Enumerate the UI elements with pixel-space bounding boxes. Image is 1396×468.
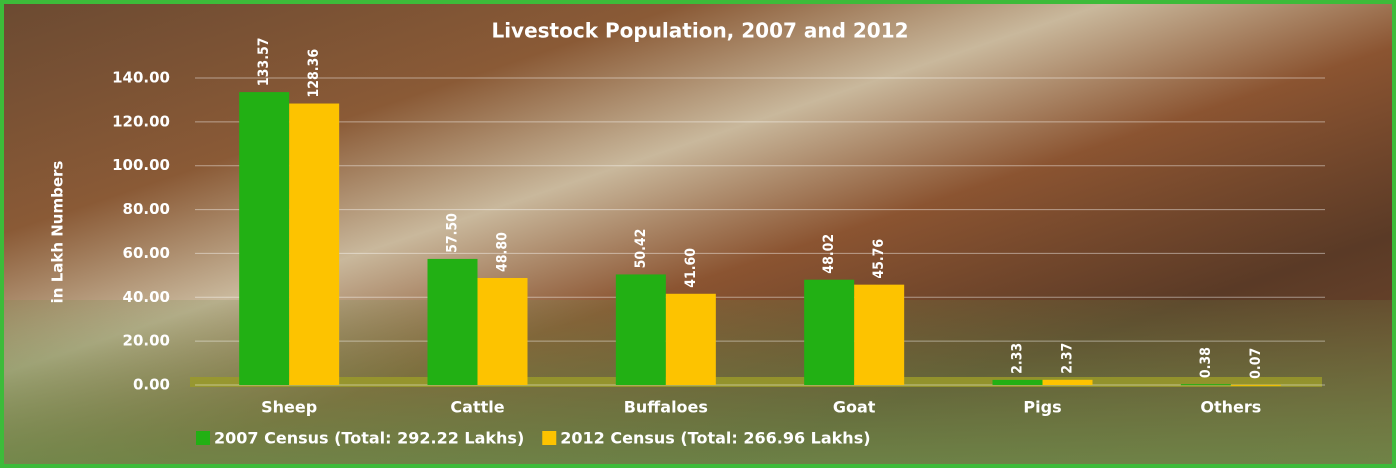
y-tick-label: 80.00 — [123, 200, 170, 218]
x-tick-label: Sheep — [261, 398, 317, 417]
value-label: 128.36 — [306, 49, 322, 98]
value-label: 0.38 — [1198, 347, 1214, 378]
bar — [804, 279, 855, 385]
floor — [190, 377, 1322, 387]
x-tick-label: Cattle — [450, 398, 504, 417]
value-label: 2.33 — [1010, 343, 1026, 374]
value-label: 0.07 — [1248, 348, 1264, 379]
bar — [1180, 384, 1231, 386]
value-label: 50.42 — [633, 229, 649, 269]
bar — [992, 379, 1043, 385]
bar — [427, 258, 478, 385]
bar — [477, 277, 528, 385]
bar — [1042, 379, 1093, 385]
x-tick-label: Others — [1200, 398, 1261, 417]
x-tick-label: Buffaloes — [624, 398, 708, 417]
bar — [854, 284, 905, 385]
y-axis-label: in Lakh Numbers — [49, 161, 67, 304]
legend-label: 2007 Census (Total: 292.22 Lakhs) — [214, 429, 524, 448]
legend-swatch — [196, 431, 210, 445]
bar — [239, 92, 290, 386]
value-label: 45.76 — [871, 239, 887, 279]
bar — [289, 103, 340, 386]
bar — [1230, 384, 1281, 386]
value-label: 133.57 — [256, 37, 272, 86]
y-tick-label: 120.00 — [112, 112, 170, 130]
value-label: 48.80 — [495, 232, 511, 272]
value-label: 2.37 — [1060, 343, 1076, 374]
chart-title: Livestock Population, 2007 and 2012 — [491, 19, 908, 43]
legend-swatch — [542, 431, 557, 445]
legend-label: 2012 Census (Total: 266.96 Lakhs) — [560, 429, 870, 448]
y-tick-label: 100.00 — [112, 156, 170, 174]
y-tick-label: 60.00 — [123, 244, 170, 262]
x-tick-label: Goat — [833, 398, 876, 417]
value-label: 41.60 — [683, 248, 699, 288]
value-label: 48.02 — [821, 234, 837, 274]
y-tick-label: 140.00 — [112, 69, 170, 87]
value-label: 57.50 — [445, 213, 461, 253]
x-tick-label: Pigs — [1023, 398, 1061, 417]
bar — [665, 293, 716, 385]
y-tick-label: 40.00 — [123, 288, 170, 306]
y-tick-label: 20.00 — [123, 332, 170, 350]
y-tick-label: 0.00 — [133, 376, 170, 394]
bar — [615, 274, 666, 385]
